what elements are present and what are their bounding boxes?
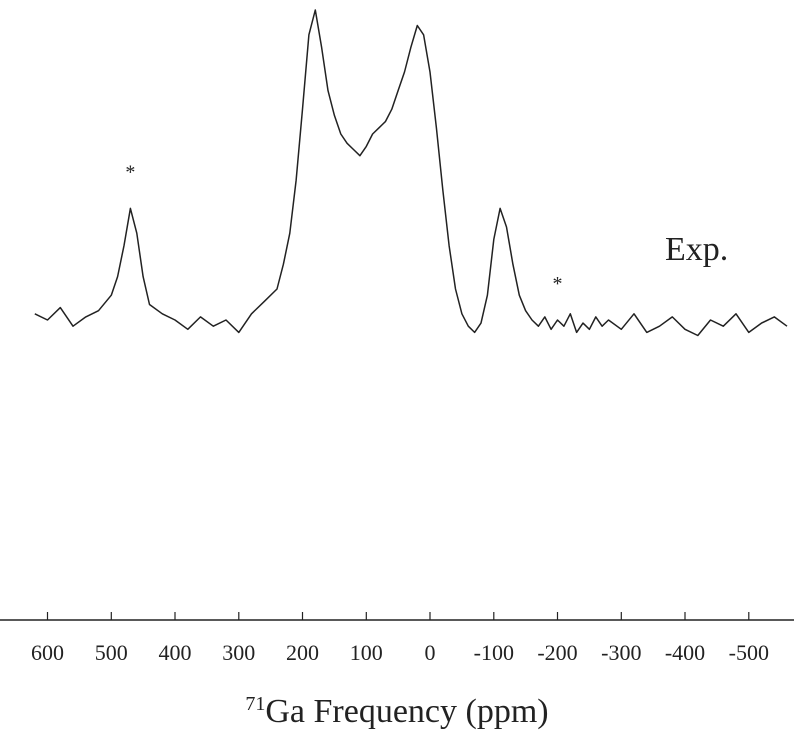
x-axis-ticks xyxy=(46,612,750,620)
x-tick-label-3: 300 xyxy=(222,640,255,665)
series-label-exp: Exp. xyxy=(665,231,728,268)
x-tick-label-4: 200 xyxy=(286,640,319,665)
sideband-marker-1: * xyxy=(125,161,135,183)
x-tick-label-6: 0 xyxy=(425,640,436,665)
x-axis-title: 71Ga Frequency (ppm) xyxy=(245,693,548,730)
x-tick-label-2: 400 xyxy=(159,640,192,665)
series-line-exp xyxy=(34,9,788,337)
x-tick-label-5: 100 xyxy=(350,640,383,665)
series-exp-layer xyxy=(34,9,788,337)
x-tick-label-10: -400 xyxy=(665,640,705,665)
x-axis-tick-labels: 600 500 400 300 200 100 0 -100 -200 -300 -400 -500 xyxy=(31,640,769,665)
x-tick-label-0: 600 xyxy=(31,640,64,665)
x-axis-title-text: Ga Frequency (ppm) xyxy=(265,693,548,730)
sideband-markers: ** xyxy=(125,161,562,295)
x-tick-label-1: 500 xyxy=(95,640,128,665)
x-axis-title-isotope: 71 xyxy=(245,693,265,715)
x-tick-label-9: -300 xyxy=(601,640,641,665)
sideband-marker-2: * xyxy=(553,273,563,295)
x-tick-label-11: -500 xyxy=(729,640,769,665)
x-tick-label-8: -200 xyxy=(537,640,577,665)
x-tick-label-7: -100 xyxy=(474,640,514,665)
